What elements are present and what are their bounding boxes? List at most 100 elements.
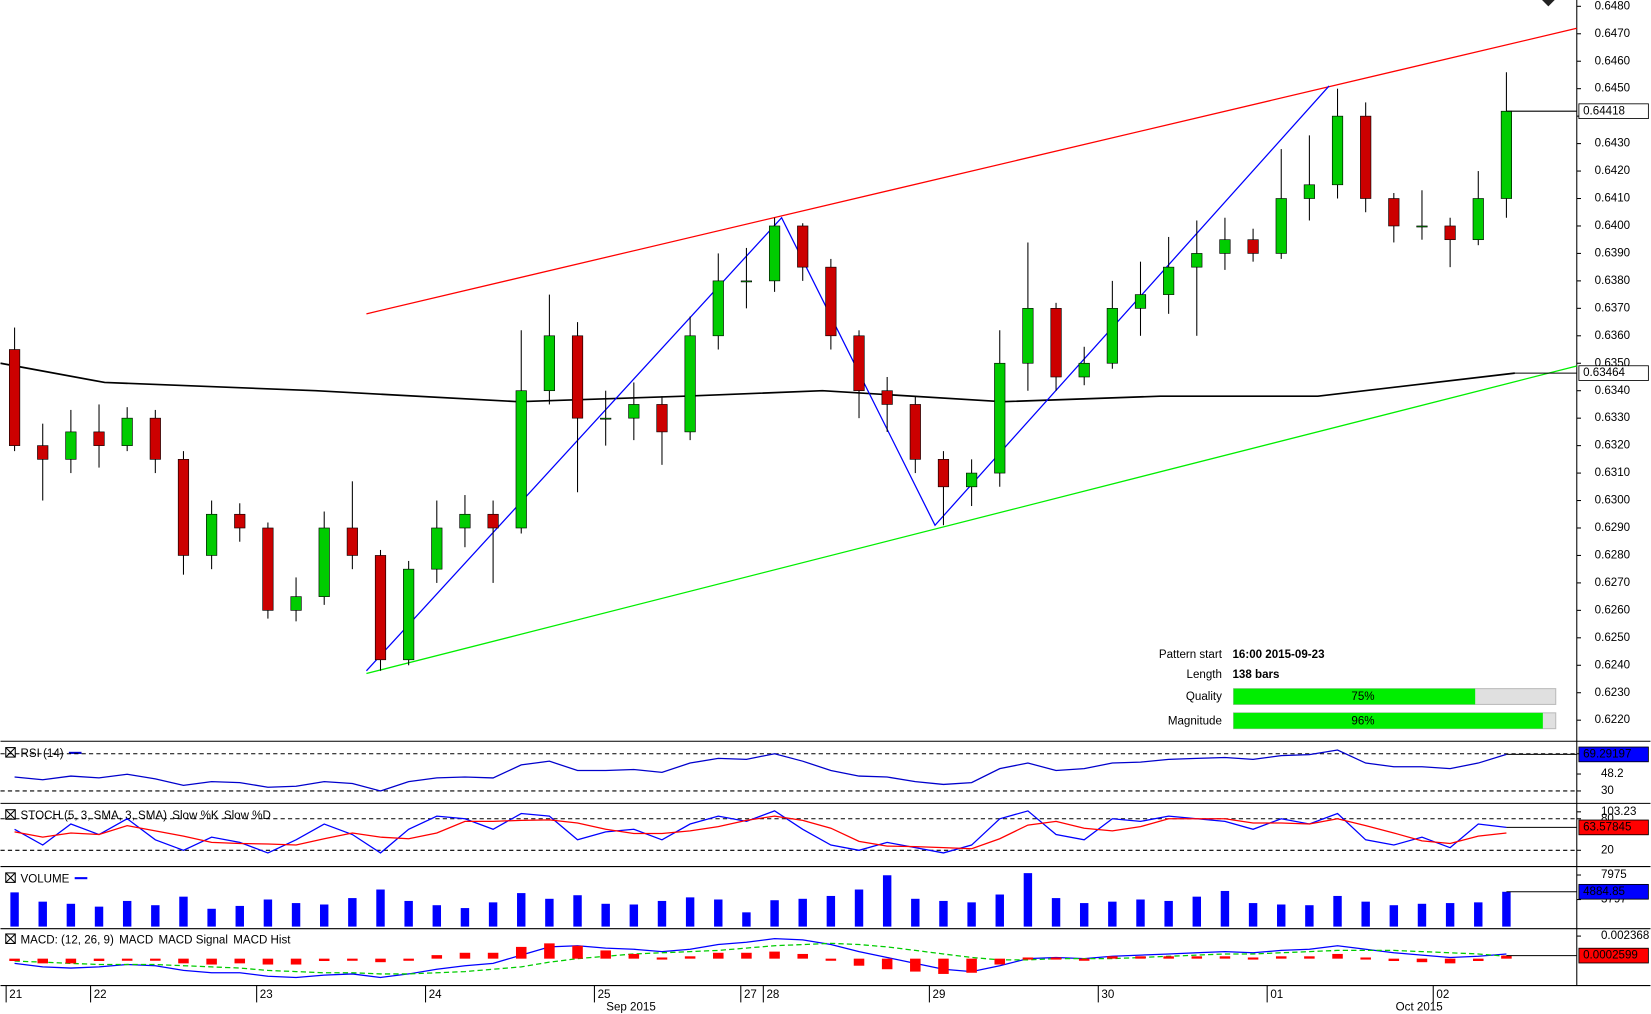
y-tick-label: 0.6340 — [1595, 385, 1630, 397]
legend-entry: MACD — [119, 934, 153, 946]
x-tick-label: 02 — [1436, 989, 1449, 1001]
volume-bar — [685, 897, 695, 927]
volume-bar — [1361, 901, 1370, 927]
histogram-bar — [1022, 957, 1034, 960]
histogram-bar — [234, 958, 246, 964]
candle-body — [1416, 225, 1428, 228]
y-tick-label: 0.6300 — [1595, 495, 1630, 507]
volume-bar — [488, 902, 498, 927]
scroll-marker — [1542, 0, 1555, 7]
value-box-label: 0.63464 — [1583, 367, 1625, 379]
volume-bar — [657, 900, 667, 927]
histogram-bar — [431, 955, 443, 959]
candle-body — [966, 472, 978, 488]
pattern-bar-label: Quality — [1186, 691, 1222, 703]
candle-body — [290, 596, 302, 611]
legend-entry: Slow %D — [224, 810, 271, 822]
histogram-bar — [881, 958, 893, 970]
candle-body — [65, 431, 77, 460]
histogram-bar — [910, 958, 921, 972]
histogram-bar — [1078, 958, 1090, 961]
candle-body — [656, 404, 668, 433]
y-tick-label: 0.6370 — [1595, 302, 1630, 314]
candle-body — [431, 527, 443, 570]
volume-bar — [629, 904, 639, 927]
histogram-bar — [1332, 953, 1343, 959]
y-tick-label: 0.6420 — [1595, 165, 1630, 177]
volume-bar — [826, 895, 836, 927]
candle-body — [1247, 239, 1259, 254]
pattern-bar-value: 75% — [1351, 691, 1374, 703]
value-box — [1578, 103, 1649, 119]
y-tick-label: 103.23 — [1601, 806, 1636, 818]
x-tick-label: 23 — [260, 989, 273, 1001]
histogram-bar — [1388, 958, 1400, 962]
y-tick-label: 0.6330 — [1595, 412, 1630, 424]
candle-body — [1022, 308, 1034, 364]
pattern-bar-value: 96% — [1351, 715, 1374, 727]
y-tick-label: 0.6250 — [1595, 632, 1630, 644]
candle-body — [1331, 115, 1344, 186]
volume-bar — [404, 900, 413, 927]
candle-body — [1163, 266, 1175, 295]
volume-bar — [1474, 902, 1483, 927]
volume-bar — [66, 903, 76, 927]
value-box — [1578, 819, 1649, 836]
value-box-label: 0.64418 — [1583, 105, 1625, 117]
histogram-bar — [1360, 957, 1371, 960]
candle-body — [712, 280, 724, 337]
volume-bar — [263, 899, 273, 927]
histogram-bar — [318, 958, 330, 962]
y-tick-label: 0.6460 — [1595, 55, 1630, 67]
candle-body — [93, 431, 105, 446]
candle-body — [1078, 362, 1090, 378]
month-label: Oct 2015 — [1396, 1002, 1443, 1014]
histogram-bar — [600, 950, 611, 959]
volume-bar — [10, 892, 19, 927]
candle-body — [1472, 198, 1484, 241]
volume-bar — [179, 896, 188, 927]
indicator-line — [14, 815, 1507, 850]
volume-bar — [1417, 903, 1427, 927]
histogram-bar — [487, 952, 499, 959]
histogram-bar — [628, 953, 640, 959]
y-tick-label: 0.6240 — [1595, 659, 1630, 671]
histogram-bar — [206, 958, 217, 965]
histogram-bar — [37, 958, 48, 964]
y-tick-label: 7975 — [1601, 869, 1627, 881]
value-box-label: 69.29197 — [1583, 748, 1631, 760]
candle-body — [909, 404, 921, 460]
histogram-bar — [1501, 955, 1512, 959]
histogram-bar — [150, 958, 161, 961]
volume-bar — [882, 875, 892, 927]
histogram-bar — [290, 958, 302, 965]
y-tick-label: 0.6480 — [1595, 0, 1630, 12]
pattern-line — [366, 365, 1577, 675]
x-tick-label: 25 — [598, 989, 611, 1001]
y-tick-label: 0.6400 — [1595, 220, 1630, 232]
y-tick-label: 3797 — [1601, 894, 1627, 906]
legend-entry: Slow %K — [172, 810, 219, 822]
histogram-bar — [938, 958, 949, 974]
y-tick-label: 0.6470 — [1595, 28, 1630, 40]
volume-bar — [517, 893, 526, 927]
volume-bar — [235, 905, 244, 927]
histogram-bar — [1050, 957, 1062, 960]
value-box — [1578, 365, 1649, 381]
value-box — [1578, 746, 1649, 763]
volume-bar — [995, 894, 1004, 927]
candle-body — [149, 417, 161, 460]
histogram-bar — [966, 958, 977, 973]
candle-body — [374, 555, 387, 661]
candle-body — [853, 335, 865, 392]
volume-bar — [854, 889, 864, 927]
volume-bar — [1079, 903, 1089, 927]
volume-bar — [1248, 903, 1258, 927]
candle-body — [8, 349, 21, 446]
volume-bar — [798, 898, 807, 927]
histogram-bar — [403, 958, 414, 961]
y-tick-label: 0.6410 — [1595, 193, 1630, 205]
legend-entry: MACD Signal — [158, 934, 228, 946]
candle-body — [881, 390, 893, 405]
